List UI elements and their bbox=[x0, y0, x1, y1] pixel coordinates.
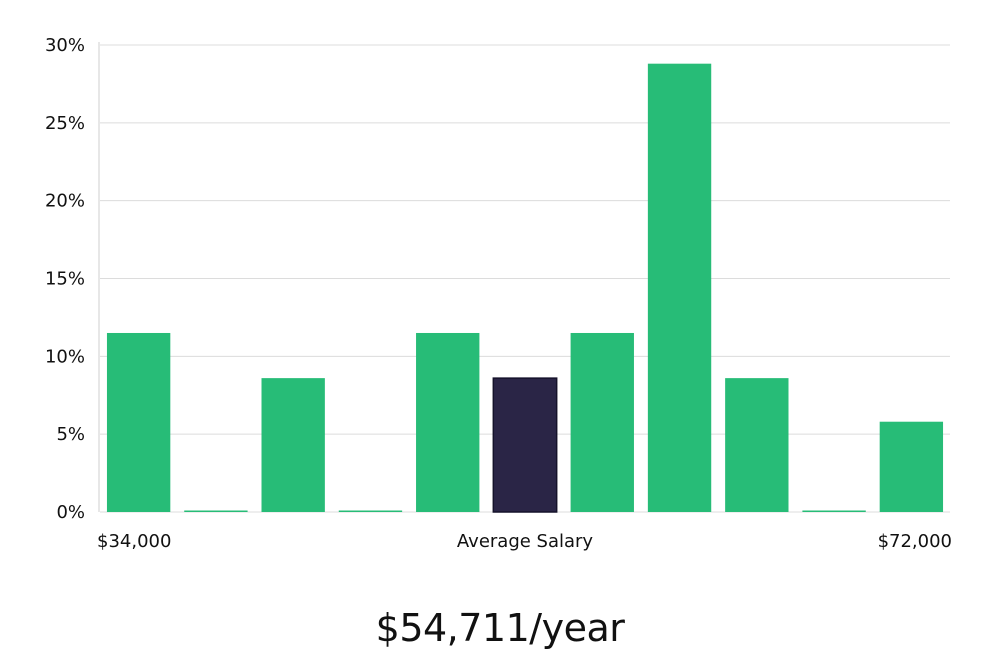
y-tick-label: 30% bbox=[45, 35, 85, 56]
bars bbox=[106, 63, 944, 513]
bar bbox=[338, 510, 403, 512]
bar bbox=[879, 421, 944, 512]
x-max-label: $72,000 bbox=[878, 531, 952, 552]
x-center-label: Average Salary bbox=[457, 531, 594, 552]
y-tick-label: 15% bbox=[45, 269, 85, 290]
bar bbox=[416, 332, 480, 512]
y-tick-label: 0% bbox=[56, 502, 85, 523]
bar bbox=[802, 510, 866, 512]
x-min-label: $34,000 bbox=[97, 531, 171, 552]
bar bbox=[184, 510, 248, 512]
bar bbox=[725, 378, 789, 512]
grid-lines bbox=[100, 44, 950, 513]
y-tick-label: 25% bbox=[45, 113, 85, 134]
y-axis-ticks: 0% 5% 10% 15% 20% 25% 30% bbox=[45, 35, 85, 523]
bar bbox=[106, 332, 171, 512]
y-tick-label: 10% bbox=[45, 346, 85, 367]
average-salary: $54,711/year bbox=[375, 606, 625, 650]
bar bbox=[647, 63, 712, 513]
salary-histogram: 0% 5% 10% 15% 20% 25% 30% $34,000 Average Sala… bbox=[45, 35, 952, 552]
bar bbox=[570, 332, 634, 512]
y-tick-label: 20% bbox=[45, 191, 85, 212]
bar bbox=[261, 378, 325, 512]
y-tick-label: 5% bbox=[56, 424, 85, 445]
bar-average-salary bbox=[492, 377, 558, 513]
